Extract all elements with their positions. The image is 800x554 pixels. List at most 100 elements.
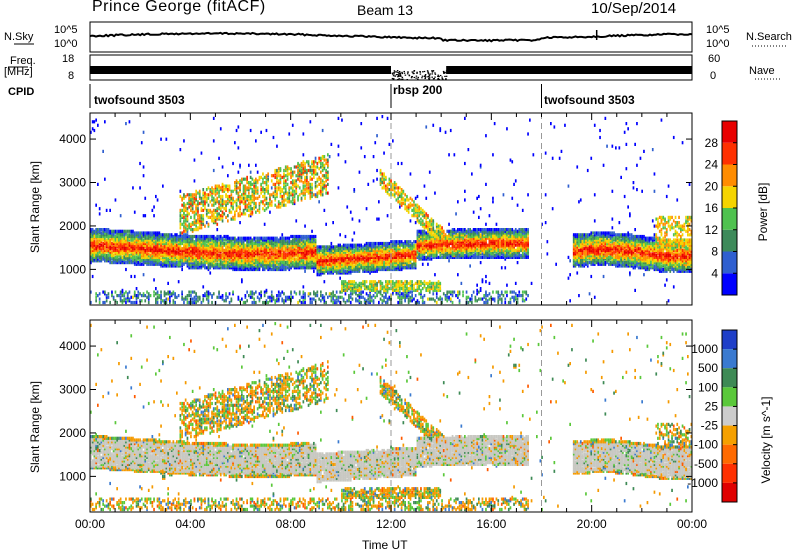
echo-cell xyxy=(302,245,305,249)
echo-cell xyxy=(112,250,115,254)
echo-cell xyxy=(95,228,97,232)
echo-cell xyxy=(348,280,350,284)
echo-cell xyxy=(281,255,284,259)
echo-cell xyxy=(211,254,213,258)
echo-cell xyxy=(177,255,180,259)
echo-cell xyxy=(325,259,327,263)
echo-cell xyxy=(209,210,212,214)
echo-cell xyxy=(200,151,203,155)
echo-cell xyxy=(246,262,248,266)
echo-cell xyxy=(219,236,222,240)
echo-cell xyxy=(216,262,219,266)
echo-cell xyxy=(167,261,169,265)
echo-cell xyxy=(262,189,264,193)
echo-cell xyxy=(332,255,334,259)
echo-cell xyxy=(165,243,168,247)
echo-cell xyxy=(267,236,269,240)
echo-cell xyxy=(225,215,227,219)
echo-cell xyxy=(181,240,183,244)
echo-cell xyxy=(130,250,133,254)
echo-cell xyxy=(91,255,94,259)
echo-cell xyxy=(221,236,224,240)
freq-dot xyxy=(413,70,416,72)
echo-cell xyxy=(267,262,269,266)
echo-cell xyxy=(119,231,122,235)
echo-cell xyxy=(90,252,92,256)
echo-cell xyxy=(225,264,227,268)
echo-cell xyxy=(160,250,162,254)
echo-cell xyxy=(97,254,99,258)
echo-cell xyxy=(139,254,141,258)
echo-cell xyxy=(207,186,210,190)
echo-cell xyxy=(237,191,240,195)
echo-cell xyxy=(256,238,259,242)
echo-cell xyxy=(274,241,277,246)
echo-cell xyxy=(244,267,247,272)
echo-cell xyxy=(349,288,352,292)
echo-cell xyxy=(246,299,248,303)
echo-cell xyxy=(181,196,183,200)
echo-cell xyxy=(98,247,101,251)
echo-cell xyxy=(286,254,289,258)
echo-cell xyxy=(263,266,266,270)
echo-cell xyxy=(100,250,103,254)
freq-dot xyxy=(442,70,445,73)
echo-cell xyxy=(281,189,284,193)
echo-cell xyxy=(126,259,129,263)
echo-cell xyxy=(225,193,227,197)
echo-cell xyxy=(321,174,324,178)
echo-cell xyxy=(239,238,241,242)
echo-cell xyxy=(202,245,205,249)
echo-cell xyxy=(191,241,194,246)
echo-cell xyxy=(313,269,315,273)
echo-cell xyxy=(255,236,257,240)
echo-cell xyxy=(149,243,152,247)
echo-cell xyxy=(281,233,284,237)
echo-cell xyxy=(360,243,363,247)
echo-cell xyxy=(279,236,282,240)
echo-cell xyxy=(284,295,287,299)
echo-cell xyxy=(249,255,252,259)
echo-cell xyxy=(123,240,126,244)
echo-cell xyxy=(95,231,97,235)
echo-cell xyxy=(186,228,189,232)
echo-cell xyxy=(219,245,222,249)
echo-cell xyxy=(133,233,136,237)
echo-cell xyxy=(184,255,187,259)
echo-cell xyxy=(172,262,175,266)
echo-cell xyxy=(270,247,273,251)
echo-cell xyxy=(147,245,150,249)
echo-cell xyxy=(246,248,248,252)
echo-cell xyxy=(158,259,161,263)
echo-cell xyxy=(207,241,210,246)
echo-cell xyxy=(313,234,315,239)
echo-cell xyxy=(232,236,234,240)
echo-cell xyxy=(195,212,197,216)
echo-cell xyxy=(219,203,222,207)
echo-cell xyxy=(265,175,268,179)
echo-cell xyxy=(251,259,254,263)
echo-cell xyxy=(260,255,262,259)
echo-cell xyxy=(265,243,268,247)
echo-cell xyxy=(297,198,299,202)
echo-cell xyxy=(183,196,185,200)
echo-cell xyxy=(172,290,175,294)
echo-cell xyxy=(235,252,238,256)
echo-cell xyxy=(295,257,298,261)
echo-cell xyxy=(307,240,310,244)
echo-cell xyxy=(133,231,136,235)
echo-cell xyxy=(234,181,236,185)
echo-cell xyxy=(133,254,136,258)
echo-cell xyxy=(146,295,148,299)
echo-cell xyxy=(212,243,215,247)
echo-cell xyxy=(242,177,245,181)
freq-dot xyxy=(400,78,402,80)
echo-cell xyxy=(241,262,243,266)
echo-cell xyxy=(197,255,199,259)
echo-cell xyxy=(342,280,345,284)
echo-cell xyxy=(291,179,294,183)
echo-cell xyxy=(135,300,138,305)
echo-cell xyxy=(246,247,248,251)
echo-cell xyxy=(204,238,206,242)
echo-cell xyxy=(346,262,349,266)
